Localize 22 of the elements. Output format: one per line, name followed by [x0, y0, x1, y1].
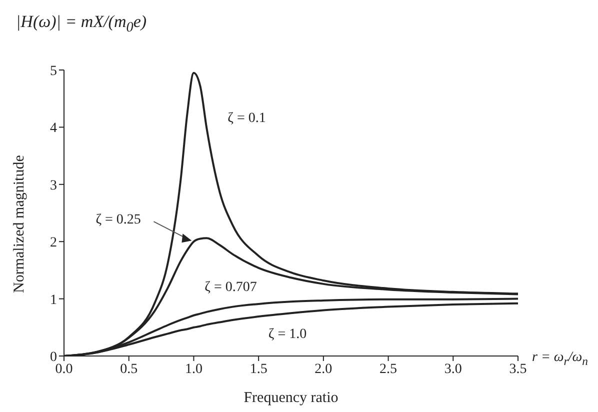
y-tick-label: 1	[50, 292, 57, 308]
text: ζ = 0.25	[96, 212, 141, 228]
y-tick-label: 3	[50, 178, 57, 194]
text: r = ω$_{r}$/ω$_{n}$	[532, 350, 588, 368]
x-tick-label: 1.0	[184, 362, 202, 377]
x-tick-label: 0.0	[55, 362, 73, 377]
y-tick-label: 4	[50, 121, 57, 136]
x-axis-title: Frequency ratio	[244, 390, 338, 406]
y-tick-label: 0	[50, 350, 57, 365]
series-label: ζ = 0.1	[228, 110, 266, 126]
chart-title: |H(ω)| = mX/(m$_{0}$e)	[16, 12, 147, 36]
y-tick-label: 2	[50, 236, 57, 251]
series-label: ζ = 1.0	[268, 327, 307, 342]
y-axis-title: Normalized magnitude	[11, 154, 28, 293]
x-tick-label: 3.5	[509, 362, 527, 377]
y-tick-label: 5	[50, 64, 57, 79]
x-tick-label: 2.5	[380, 362, 398, 377]
series-label: ζ = 0.707	[204, 280, 257, 296]
x-tick-label: 0.5	[120, 362, 138, 377]
x-tick-label: 2.0	[314, 362, 332, 377]
x-tick-label: 1.5	[250, 362, 268, 377]
x-tick-label: 3.0	[444, 362, 462, 377]
